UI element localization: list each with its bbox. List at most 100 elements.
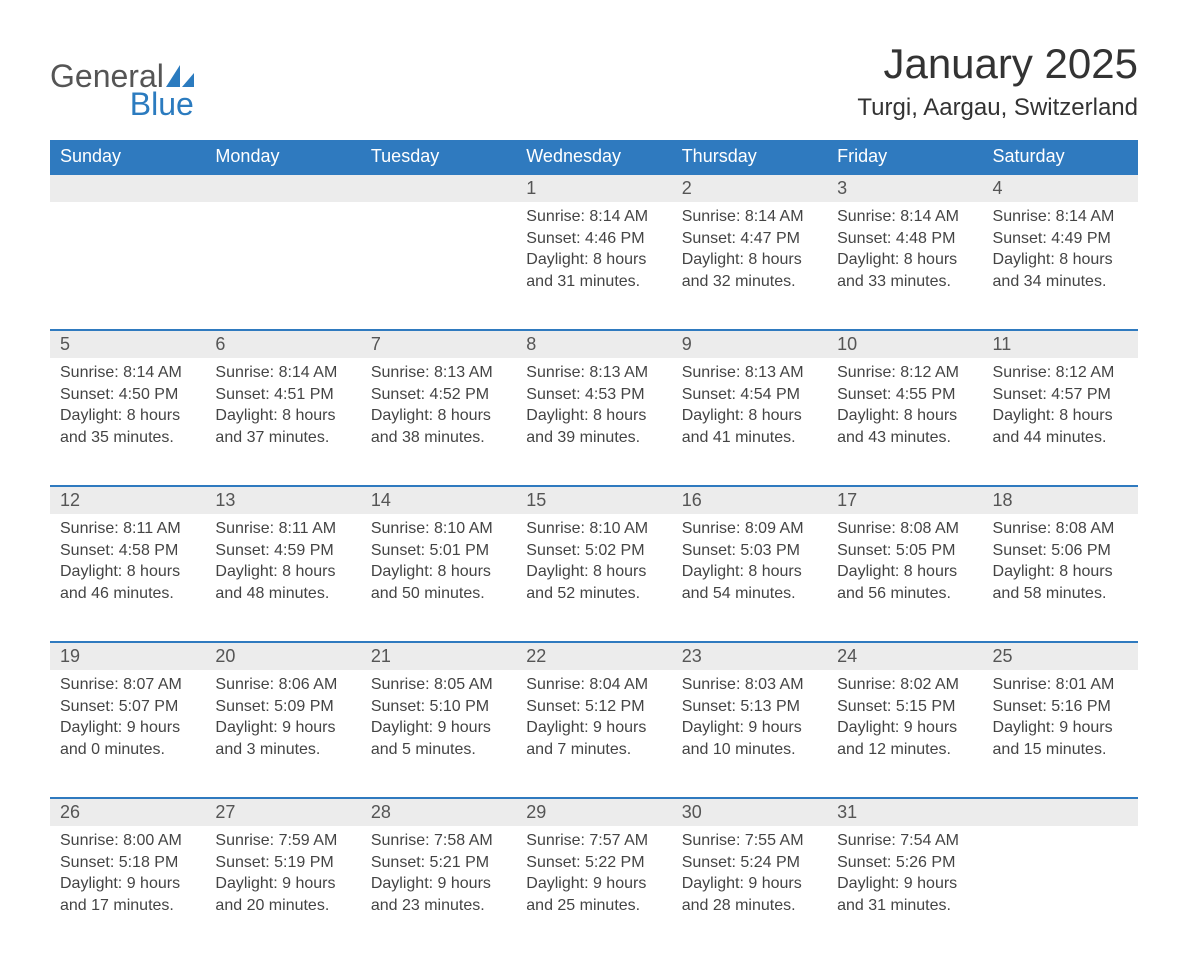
calendar-table: Sunday Monday Tuesday Wednesday Thursday… (50, 140, 1138, 954)
day-cell: Sunrise: 7:54 AMSunset: 5:26 PMDaylight:… (827, 826, 982, 954)
sunset-line: Sunset: 5:09 PM (215, 696, 350, 718)
daylight-line: Daylight: 8 hours and 52 minutes. (526, 561, 661, 604)
weekday-header: Thursday (672, 140, 827, 174)
sunset-line: Sunset: 5:10 PM (371, 696, 506, 718)
day-number-cell (361, 174, 516, 202)
daylight-line: Daylight: 8 hours and 32 minutes. (682, 249, 817, 292)
day-content: Sunrise: 8:11 AMSunset: 4:59 PMDaylight:… (205, 514, 360, 624)
day-number-row: 1234 (50, 174, 1138, 202)
day-content-row: Sunrise: 8:07 AMSunset: 5:07 PMDaylight:… (50, 670, 1138, 798)
daylight-line: Daylight: 8 hours and 37 minutes. (215, 405, 350, 448)
sunset-line: Sunset: 4:57 PM (993, 384, 1128, 406)
day-cell: Sunrise: 7:57 AMSunset: 5:22 PMDaylight:… (516, 826, 671, 954)
sunset-line: Sunset: 4:49 PM (993, 228, 1128, 250)
day-cell: Sunrise: 8:12 AMSunset: 4:55 PMDaylight:… (827, 358, 982, 486)
logo: General Blue (50, 40, 194, 120)
day-cell: Sunrise: 8:14 AMSunset: 4:48 PMDaylight:… (827, 202, 982, 330)
sunrise-line: Sunrise: 8:00 AM (60, 830, 195, 852)
sunset-line: Sunset: 4:50 PM (60, 384, 195, 406)
sunset-line: Sunset: 5:05 PM (837, 540, 972, 562)
daylight-line: Daylight: 8 hours and 48 minutes. (215, 561, 350, 604)
day-number-cell: 25 (983, 642, 1138, 670)
day-cell: Sunrise: 8:04 AMSunset: 5:12 PMDaylight:… (516, 670, 671, 798)
weekday-header: Sunday (50, 140, 205, 174)
sunrise-line: Sunrise: 8:13 AM (526, 362, 661, 384)
sunrise-line: Sunrise: 8:14 AM (215, 362, 350, 384)
sunset-line: Sunset: 5:19 PM (215, 852, 350, 874)
day-cell: Sunrise: 8:07 AMSunset: 5:07 PMDaylight:… (50, 670, 205, 798)
sunset-line: Sunset: 4:58 PM (60, 540, 195, 562)
sunset-line: Sunset: 5:24 PM (682, 852, 817, 874)
day-number-cell (205, 174, 360, 202)
day-number-cell: 1 (516, 174, 671, 202)
daylight-line: Daylight: 8 hours and 56 minutes. (837, 561, 972, 604)
sunset-line: Sunset: 5:07 PM (60, 696, 195, 718)
sunrise-line: Sunrise: 8:11 AM (60, 518, 195, 540)
day-number-cell: 9 (672, 330, 827, 358)
sunset-line: Sunset: 5:26 PM (837, 852, 972, 874)
sunset-line: Sunset: 5:21 PM (371, 852, 506, 874)
day-number-cell: 8 (516, 330, 671, 358)
daylight-line: Daylight: 9 hours and 0 minutes. (60, 717, 195, 760)
day-content: Sunrise: 8:04 AMSunset: 5:12 PMDaylight:… (516, 670, 671, 780)
day-content: Sunrise: 8:08 AMSunset: 5:06 PMDaylight:… (983, 514, 1138, 624)
daylight-line: Daylight: 8 hours and 31 minutes. (526, 249, 661, 292)
month-title: January 2025 (857, 40, 1138, 88)
day-number-cell: 28 (361, 798, 516, 826)
sunrise-line: Sunrise: 8:10 AM (371, 518, 506, 540)
sunset-line: Sunset: 4:55 PM (837, 384, 972, 406)
sunrise-line: Sunrise: 8:14 AM (682, 206, 817, 228)
sunrise-line: Sunrise: 8:09 AM (682, 518, 817, 540)
daylight-line: Daylight: 9 hours and 20 minutes. (215, 873, 350, 916)
sunrise-line: Sunrise: 7:58 AM (371, 830, 506, 852)
day-number-cell: 17 (827, 486, 982, 514)
sunset-line: Sunset: 4:54 PM (682, 384, 817, 406)
day-cell: Sunrise: 8:11 AMSunset: 4:58 PMDaylight:… (50, 514, 205, 642)
sunrise-line: Sunrise: 7:54 AM (837, 830, 972, 852)
sunrise-line: Sunrise: 8:02 AM (837, 674, 972, 696)
daylight-line: Daylight: 8 hours and 39 minutes. (526, 405, 661, 448)
daylight-line: Daylight: 8 hours and 50 minutes. (371, 561, 506, 604)
day-content: Sunrise: 8:14 AMSunset: 4:47 PMDaylight:… (672, 202, 827, 312)
day-number-cell: 19 (50, 642, 205, 670)
sunset-line: Sunset: 4:53 PM (526, 384, 661, 406)
daylight-line: Daylight: 9 hours and 7 minutes. (526, 717, 661, 760)
day-number-cell: 12 (50, 486, 205, 514)
day-content: Sunrise: 7:55 AMSunset: 5:24 PMDaylight:… (672, 826, 827, 936)
day-cell: Sunrise: 8:14 AMSunset: 4:46 PMDaylight:… (516, 202, 671, 330)
day-cell: Sunrise: 8:10 AMSunset: 5:02 PMDaylight:… (516, 514, 671, 642)
day-number-row: 12131415161718 (50, 486, 1138, 514)
sunrise-line: Sunrise: 8:11 AM (215, 518, 350, 540)
sunrise-line: Sunrise: 8:14 AM (837, 206, 972, 228)
sunset-line: Sunset: 5:18 PM (60, 852, 195, 874)
day-number-cell: 4 (983, 174, 1138, 202)
day-content-row: Sunrise: 8:14 AMSunset: 4:46 PMDaylight:… (50, 202, 1138, 330)
day-content: Sunrise: 8:14 AMSunset: 4:51 PMDaylight:… (205, 358, 360, 468)
day-number-cell: 5 (50, 330, 205, 358)
day-number-cell: 16 (672, 486, 827, 514)
sunrise-line: Sunrise: 8:01 AM (993, 674, 1128, 696)
day-cell: Sunrise: 8:12 AMSunset: 4:57 PMDaylight:… (983, 358, 1138, 486)
day-content: Sunrise: 8:07 AMSunset: 5:07 PMDaylight:… (50, 670, 205, 780)
day-number-cell: 22 (516, 642, 671, 670)
daylight-line: Daylight: 8 hours and 54 minutes. (682, 561, 817, 604)
day-content: Sunrise: 8:14 AMSunset: 4:49 PMDaylight:… (983, 202, 1138, 312)
daylight-line: Daylight: 9 hours and 28 minutes. (682, 873, 817, 916)
day-cell: Sunrise: 8:08 AMSunset: 5:05 PMDaylight:… (827, 514, 982, 642)
day-content-row: Sunrise: 8:00 AMSunset: 5:18 PMDaylight:… (50, 826, 1138, 954)
day-content: Sunrise: 8:14 AMSunset: 4:46 PMDaylight:… (516, 202, 671, 312)
sunrise-line: Sunrise: 8:05 AM (371, 674, 506, 696)
sunset-line: Sunset: 5:01 PM (371, 540, 506, 562)
day-cell: Sunrise: 8:02 AMSunset: 5:15 PMDaylight:… (827, 670, 982, 798)
day-number-cell: 3 (827, 174, 982, 202)
daylight-line: Daylight: 8 hours and 35 minutes. (60, 405, 195, 448)
sunset-line: Sunset: 5:22 PM (526, 852, 661, 874)
day-content: Sunrise: 8:06 AMSunset: 5:09 PMDaylight:… (205, 670, 360, 780)
day-number-cell: 20 (205, 642, 360, 670)
day-number-cell: 18 (983, 486, 1138, 514)
day-number-cell: 26 (50, 798, 205, 826)
daylight-line: Daylight: 9 hours and 17 minutes. (60, 873, 195, 916)
day-number-cell: 27 (205, 798, 360, 826)
day-cell: Sunrise: 7:58 AMSunset: 5:21 PMDaylight:… (361, 826, 516, 954)
day-cell: Sunrise: 8:09 AMSunset: 5:03 PMDaylight:… (672, 514, 827, 642)
